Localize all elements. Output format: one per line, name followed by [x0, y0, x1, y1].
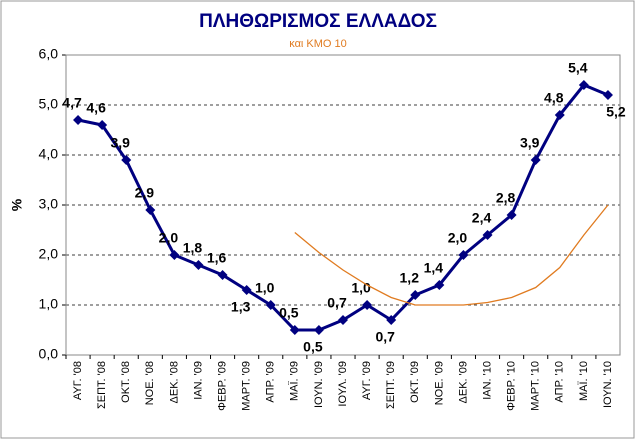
data-label: 4,6: [86, 100, 106, 116]
data-label: 4,8: [544, 90, 564, 106]
data-label: 2,8: [496, 190, 516, 206]
data-label: 2,0: [159, 230, 179, 246]
point-marker: [338, 315, 348, 325]
x-tick-label: ΑΠΡ. '10: [554, 361, 566, 403]
data-label: 1,4: [424, 260, 444, 276]
x-tick-label: ΙΟΥΛ. '09: [337, 361, 349, 407]
point-marker: [578, 80, 589, 90]
x-tick-label: ΑΠΡ. '09: [265, 361, 277, 403]
point-marker: [241, 285, 252, 295]
data-label: 1,0: [351, 280, 371, 296]
point-marker: [458, 250, 469, 260]
x-tick-label: ΝΟΕ. '08: [144, 361, 156, 405]
chart-title: ΠΛΗΘΩΡΙΣΜΟΣ ΕΛΛΑΔΟΣ: [199, 11, 437, 32]
y-tick-label: 2,0: [39, 246, 59, 262]
point-marker: [482, 230, 493, 240]
y-tick-label: 4,0: [39, 146, 59, 162]
y-tick-label: 0,0: [39, 346, 59, 362]
point-marker: [193, 260, 204, 270]
data-label: 1,3: [231, 299, 251, 315]
point-marker: [121, 155, 132, 165]
point-marker: [386, 315, 397, 325]
x-tick-label: ΦΕΒΡ. '10: [506, 361, 518, 411]
point-marker: [554, 110, 565, 120]
point-marker: [410, 290, 421, 300]
data-label: 2,9: [135, 185, 155, 201]
point-marker: [362, 300, 373, 310]
point-marker: [506, 210, 517, 220]
point-marker: [530, 155, 541, 165]
point-marker: [289, 325, 300, 335]
x-tick-label: ΝΟΕ. '09: [433, 361, 445, 405]
x-tick-label: ΟΚΤ. '09: [409, 361, 421, 403]
point-marker: [434, 280, 445, 290]
data-label: 4,7: [62, 95, 82, 111]
x-tick-label: ΙΑΝ. '09: [192, 361, 204, 400]
plot-area: [65, 54, 621, 356]
x-tick-label: ΙΟΥΝ. '10: [602, 361, 614, 408]
data-label: 0,7: [327, 295, 347, 311]
x-tick-label: ΣΕΠΤ. '09: [385, 361, 397, 409]
data-label: 0,5: [303, 339, 323, 355]
data-label: 5,4: [568, 60, 588, 76]
data-label: 0,7: [375, 329, 395, 345]
point-marker: [313, 325, 324, 335]
data-label: 1,8: [183, 240, 203, 256]
x-tick-label: ΙΟΥΝ. '09: [313, 361, 325, 408]
x-tick-label: ΜΑΡΤ. '10: [530, 361, 542, 411]
data-label: 5,2: [606, 104, 626, 120]
x-tick-label: ΔΕΚ. '08: [168, 361, 180, 403]
x-tick-label: ΣΕΠΤ. '08: [96, 361, 108, 409]
x-tick-label: ΜΑΪ. '09: [289, 361, 301, 401]
y-tick-label: 5,0: [39, 96, 59, 112]
data-label: 2,4: [472, 210, 492, 226]
y-tick-label: 1,0: [39, 296, 59, 312]
x-tick-label: ΦΕΒΡ. '09: [216, 361, 228, 411]
data-label: 3,9: [520, 135, 540, 151]
point-marker: [145, 205, 156, 215]
x-tick-label: ΙΑΝ. '10: [481, 361, 493, 400]
series-line: [294, 204, 609, 306]
data-label: 1,6: [207, 250, 227, 266]
data-label: 1,2: [400, 270, 420, 286]
y-tick-label: 3,0: [39, 196, 59, 212]
chart-subtitle: και ΚΜΟ 10: [289, 38, 347, 50]
y-tick-label: 6,0: [39, 46, 59, 62]
x-tick-label: ΑΥΓ. '09: [361, 361, 373, 400]
data-label: 0,5: [279, 305, 299, 321]
point-marker: [265, 300, 276, 310]
data-label: 2,0: [448, 230, 468, 246]
x-tick-label: ΟΚΤ. '08: [120, 361, 132, 403]
x-tick-label: ΜΑΡΤ. '09: [241, 361, 253, 411]
x-tick-label: ΜΑΪ. '10: [578, 361, 590, 401]
data-label: 1,0: [255, 280, 275, 296]
y-axis-label: %: [9, 198, 25, 211]
point-marker: [97, 120, 108, 130]
point-marker: [602, 90, 613, 100]
point-marker: [73, 115, 84, 125]
data-label: 3,9: [110, 135, 130, 151]
x-tick-label: ΔΕΚ. '09: [457, 361, 469, 403]
point-marker: [217, 270, 228, 280]
x-tick-label: ΑΥΓ. '08: [72, 361, 84, 400]
point-marker: [169, 250, 180, 260]
